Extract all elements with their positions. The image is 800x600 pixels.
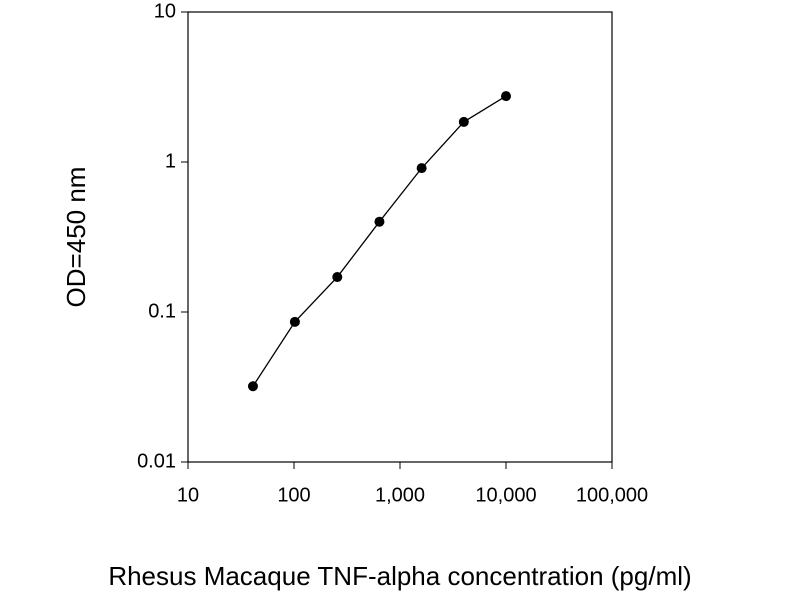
data-point [501,91,511,102]
y-tick-label: 0.01 [137,450,176,472]
x-tick-label: 1,000 [375,484,425,506]
data-point [332,272,343,283]
data-line [252,95,507,387]
data-point [247,381,258,392]
y-tick-label: 1 [165,150,176,172]
y-axis-title: OD=450 nm [61,167,91,308]
x-tick-label: 10,000 [475,484,536,506]
data-point [374,216,385,227]
x-tick-label: 100,000 [576,484,648,506]
x-axis-title: Rhesus Macaque TNF-alpha concentration (… [108,561,691,591]
y-tick-label: 0.1 [148,300,176,322]
plot-frame [187,11,613,463]
y-tick-label: 10 [154,0,176,22]
data-point [416,163,427,174]
x-tick-label: 10 [177,484,199,506]
data-point [289,316,300,327]
data-point [458,116,469,127]
x-tick-label: 100 [277,484,310,506]
